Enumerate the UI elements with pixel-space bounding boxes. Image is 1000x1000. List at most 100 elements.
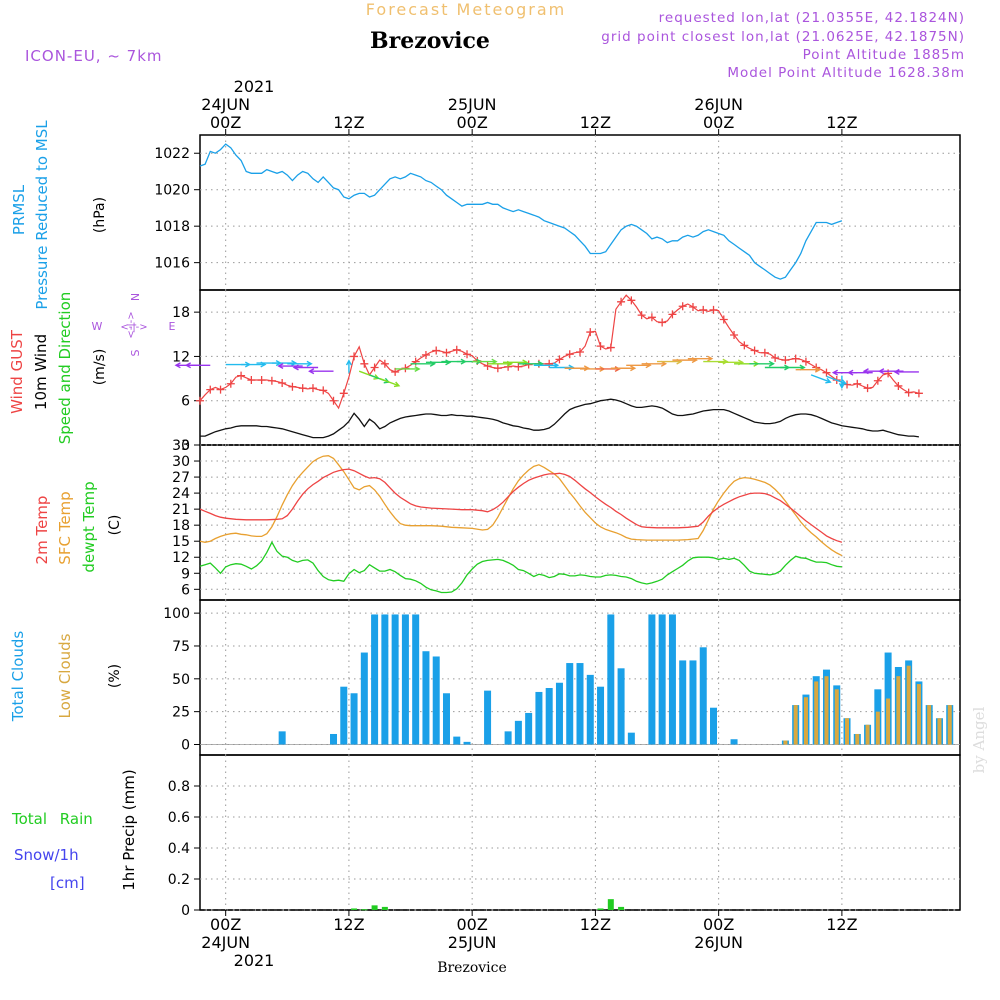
gust-marker xyxy=(771,353,780,362)
top-hour-label: 12Z xyxy=(333,113,364,132)
compass-ew-arrows: <-|-> xyxy=(120,322,147,333)
wind-arrow xyxy=(277,363,303,370)
total-cloud-bar xyxy=(463,741,471,745)
wind-arrow xyxy=(369,374,391,384)
top-hour-label: 00Z xyxy=(703,113,734,132)
ytick-label-pressure: 1016 xyxy=(154,256,190,272)
bottom-date-label: 24JUN xyxy=(201,933,250,952)
top-hour-label: 12Z xyxy=(580,113,611,132)
gust-marker xyxy=(730,331,739,340)
gust-marker xyxy=(565,350,574,359)
wind-speed-label: Speed and Direction xyxy=(56,292,74,445)
total-cloud-bar xyxy=(514,720,522,745)
pressure-unit: (hPa) xyxy=(92,197,108,233)
total-cloud-bar xyxy=(627,732,635,745)
total-cloud-bar xyxy=(607,614,615,745)
compass-n: N xyxy=(129,293,142,301)
wind-arrow xyxy=(610,365,637,372)
gust-marker xyxy=(360,359,369,368)
wind-arrow xyxy=(549,364,575,371)
low-cloud-bar xyxy=(845,718,850,745)
low-cloud-bar xyxy=(803,697,808,745)
panel-frame-precip xyxy=(199,754,961,911)
low-cloud-bar xyxy=(937,718,942,745)
model-altitude: Model Point Altitude 1628.38m xyxy=(727,65,965,81)
total-cloud-bar xyxy=(525,712,533,745)
gust-marker xyxy=(822,368,831,377)
snow-unit-label: [cm] xyxy=(50,874,85,892)
panel-frame-pressure xyxy=(199,134,961,291)
wind-arrow xyxy=(838,375,845,390)
t2m-label: 2m Temp xyxy=(33,496,51,565)
wind-arrow xyxy=(703,358,729,365)
gust-marker xyxy=(493,364,502,373)
total-cloud-bar xyxy=(484,690,492,745)
gust-marker xyxy=(278,379,287,387)
gust-marker xyxy=(267,376,276,385)
ytick-label-pressure: 1020 xyxy=(154,183,190,199)
wind-arrow xyxy=(847,369,873,376)
low-cloud-bar xyxy=(886,698,891,745)
forecast-title: Forecast Meteogram xyxy=(366,0,566,19)
ytick-label-clouds: 75 xyxy=(172,639,190,655)
wind-arrow-head xyxy=(825,377,832,384)
wind-arrow-head xyxy=(847,369,854,376)
rain-bar xyxy=(361,909,368,911)
top-year-label: 2021 xyxy=(234,77,275,96)
ytick-label-temp: 33 xyxy=(172,438,190,454)
point-altitude: Point Altitude 1885m xyxy=(803,47,965,63)
gust-marker xyxy=(576,348,584,356)
wind-arrow xyxy=(564,365,591,372)
total-cloud-bar xyxy=(555,682,563,745)
wind-arrow xyxy=(292,364,319,371)
low-cloud-bar xyxy=(875,711,880,745)
ytick-label-wind: 18 xyxy=(172,305,190,321)
gust-marker xyxy=(699,305,708,314)
gust-marker xyxy=(206,385,215,394)
total-cloud-bar xyxy=(679,660,687,745)
ytick-label-precip: 0.2 xyxy=(168,872,190,888)
ytick-label-pressure: 1022 xyxy=(154,146,190,162)
compass-e: E xyxy=(169,320,176,333)
gust-marker xyxy=(914,389,923,398)
gust-marker xyxy=(421,350,430,359)
total-cloud-bar xyxy=(330,733,338,745)
gust-marker xyxy=(586,328,595,337)
gust-marker xyxy=(781,356,790,365)
wind-arrow xyxy=(595,365,621,372)
ytick-label-temp: 6 xyxy=(181,582,190,598)
total-cloud-bar xyxy=(586,674,594,745)
gust-marker xyxy=(853,379,862,388)
gust-marker xyxy=(709,305,718,314)
cloud-unit: (%) xyxy=(107,664,123,688)
total-cloud-bar xyxy=(391,614,399,745)
gust-marker xyxy=(288,382,297,391)
total-cloud-bar xyxy=(381,614,389,745)
cloud-series xyxy=(200,614,960,745)
low-cloud-bar xyxy=(824,676,829,745)
low-cloud-bar xyxy=(947,705,952,745)
wind-arrow xyxy=(184,362,211,369)
credit-watermark: by Angel xyxy=(970,706,988,773)
total-cloud-bar xyxy=(699,647,707,745)
wind-arrow-head xyxy=(277,363,284,370)
gust-marker xyxy=(339,389,348,398)
gust-marker xyxy=(237,371,246,380)
temperature-series xyxy=(199,455,843,594)
total-cloud-bar xyxy=(710,707,718,745)
total-cloud-bar xyxy=(566,663,574,745)
gust-marker xyxy=(791,354,800,363)
wind-arrow-head xyxy=(614,365,621,372)
gust-marker xyxy=(801,357,810,366)
gust-marker xyxy=(452,345,461,354)
wind-arrow-head xyxy=(862,368,869,375)
gust-marker xyxy=(647,313,656,322)
gust-marker xyxy=(432,346,441,355)
wind-arrow xyxy=(810,374,832,384)
sfc-label: SFC Temp xyxy=(56,491,74,564)
gust-marker xyxy=(257,376,266,385)
panel-frames xyxy=(199,134,961,911)
gust-marker xyxy=(688,302,697,311)
bottom-hour-label: 12Z xyxy=(826,915,857,934)
